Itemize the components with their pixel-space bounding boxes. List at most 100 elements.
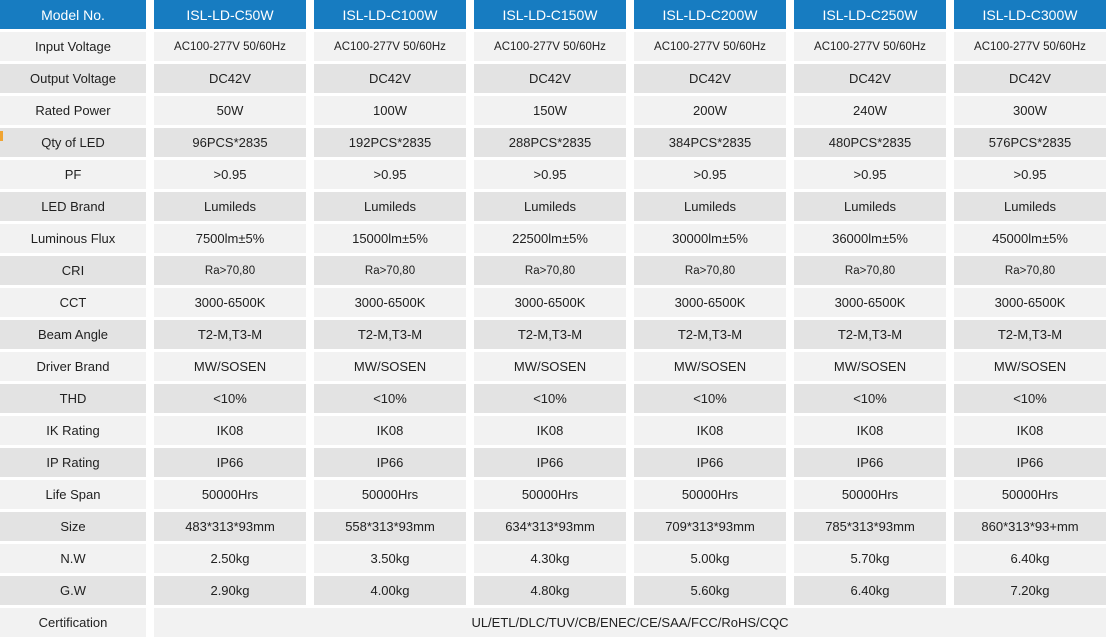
- row-label-driver-brand: Driver Brand: [0, 352, 146, 381]
- table-cell: 384PCS*2835: [634, 128, 786, 157]
- header-model-c150w: ISL-LD-C150W: [474, 0, 626, 29]
- table-cell: 288PCS*2835: [474, 128, 626, 157]
- table-cell: 4.00kg: [314, 576, 466, 605]
- table-cell: 4.80kg: [474, 576, 626, 605]
- table-cell: MW/SOSEN: [474, 352, 626, 381]
- table-cell: DC42V: [154, 64, 306, 93]
- table-cell: 5.70kg: [794, 544, 946, 573]
- row-label-beam-angle: Beam Angle: [0, 320, 146, 349]
- table-cell: 30000lm±5%: [634, 224, 786, 253]
- table-cell: 5.00kg: [634, 544, 786, 573]
- table-cell: IK08: [474, 416, 626, 445]
- table-cell: T2-M,T3-M: [154, 320, 306, 349]
- table-cell: >0.95: [954, 160, 1106, 189]
- table-cell: IK08: [794, 416, 946, 445]
- table-cell: <10%: [954, 384, 1106, 413]
- row-label-pf: PF: [0, 160, 146, 189]
- table-cell: T2-M,T3-M: [314, 320, 466, 349]
- table-cell: DC42V: [954, 64, 1106, 93]
- row-label-certification: Certification: [0, 608, 146, 637]
- table-cell: 15000lm±5%: [314, 224, 466, 253]
- header-model-c300w: ISL-LD-C300W: [954, 0, 1106, 29]
- table-cell: 3000-6500K: [954, 288, 1106, 317]
- table-cell: <10%: [474, 384, 626, 413]
- table-cell: 3.50kg: [314, 544, 466, 573]
- table-cell: >0.95: [314, 160, 466, 189]
- table-cell: DC42V: [474, 64, 626, 93]
- table-cell: 3000-6500K: [794, 288, 946, 317]
- table-cell: IK08: [954, 416, 1106, 445]
- table-cell: 45000lm±5%: [954, 224, 1106, 253]
- row-label-rated-power: Rated Power: [0, 96, 146, 125]
- table-cell: 100W: [314, 96, 466, 125]
- table-cell: <10%: [314, 384, 466, 413]
- table-cell: 7500lm±5%: [154, 224, 306, 253]
- row-label-size: Size: [0, 512, 146, 541]
- table-cell: 558*313*93mm: [314, 512, 466, 541]
- table-cell: 3000-6500K: [314, 288, 466, 317]
- table-cell: Ra>70,80: [154, 256, 306, 285]
- table-cell: Ra>70,80: [954, 256, 1106, 285]
- table-cell: 240W: [794, 96, 946, 125]
- table-cell: 483*313*93mm: [154, 512, 306, 541]
- table-cell: Lumileds: [634, 192, 786, 221]
- table-cell: 6.40kg: [954, 544, 1106, 573]
- table-cell: AC100-277V 50/60Hz: [474, 32, 626, 61]
- table-cell: 22500lm±5%: [474, 224, 626, 253]
- table-cell: IK08: [314, 416, 466, 445]
- table-cell: IP66: [634, 448, 786, 477]
- table-cell: 7.20kg: [954, 576, 1106, 605]
- edge-artifact-mark: [0, 131, 3, 141]
- table-cell: IP66: [954, 448, 1106, 477]
- table-cell: AC100-277V 50/60Hz: [634, 32, 786, 61]
- table-cell: 785*313*93mm: [794, 512, 946, 541]
- table-cell: 50000Hrs: [794, 480, 946, 509]
- header-model-c200w: ISL-LD-C200W: [634, 0, 786, 29]
- table-cell: <10%: [154, 384, 306, 413]
- table-cell: Ra>70,80: [474, 256, 626, 285]
- row-label-qty-of-led: Qty of LED: [0, 128, 146, 157]
- table-cell: Lumileds: [954, 192, 1106, 221]
- table-cell: 96PCS*2835: [154, 128, 306, 157]
- table-cell: 3000-6500K: [154, 288, 306, 317]
- row-label-gw: G.W: [0, 576, 146, 605]
- table-cell: >0.95: [794, 160, 946, 189]
- table-cell: T2-M,T3-M: [634, 320, 786, 349]
- table-cell: 576PCS*2835: [954, 128, 1106, 157]
- table-cell: 50000Hrs: [314, 480, 466, 509]
- table-cell: Lumileds: [794, 192, 946, 221]
- row-label-nw: N.W: [0, 544, 146, 573]
- row-label-ik-rating: IK Rating: [0, 416, 146, 445]
- row-label-life-span: Life Span: [0, 480, 146, 509]
- row-label-output-voltage: Output Voltage: [0, 64, 146, 93]
- table-cell: DC42V: [634, 64, 786, 93]
- table-cell: AC100-277V 50/60Hz: [314, 32, 466, 61]
- table-cell: IK08: [154, 416, 306, 445]
- table-cell: Lumileds: [314, 192, 466, 221]
- table-cell: >0.95: [634, 160, 786, 189]
- table-cell: 2.90kg: [154, 576, 306, 605]
- table-cell: AC100-277V 50/60Hz: [154, 32, 306, 61]
- table-cell: MW/SOSEN: [314, 352, 466, 381]
- table-cell: <10%: [794, 384, 946, 413]
- table-cell: IK08: [634, 416, 786, 445]
- table-cell: 6.40kg: [794, 576, 946, 605]
- table-cell: IP66: [794, 448, 946, 477]
- table-cell: DC42V: [314, 64, 466, 93]
- table-cell: <10%: [634, 384, 786, 413]
- table-cell: T2-M,T3-M: [954, 320, 1106, 349]
- table-cell: Ra>70,80: [794, 256, 946, 285]
- table-cell: 50000Hrs: [634, 480, 786, 509]
- header-model-c50w: ISL-LD-C50W: [154, 0, 306, 29]
- table-cell: 4.30kg: [474, 544, 626, 573]
- table-cell: 3000-6500K: [634, 288, 786, 317]
- header-model-c250w: ISL-LD-C250W: [794, 0, 946, 29]
- table-cell: >0.95: [474, 160, 626, 189]
- table-cell: 3000-6500K: [474, 288, 626, 317]
- table-cell: AC100-277V 50/60Hz: [954, 32, 1106, 61]
- table-cell: AC100-277V 50/60Hz: [794, 32, 946, 61]
- table-cell: 50000Hrs: [154, 480, 306, 509]
- table-cell: 200W: [634, 96, 786, 125]
- table-cell: 36000lm±5%: [794, 224, 946, 253]
